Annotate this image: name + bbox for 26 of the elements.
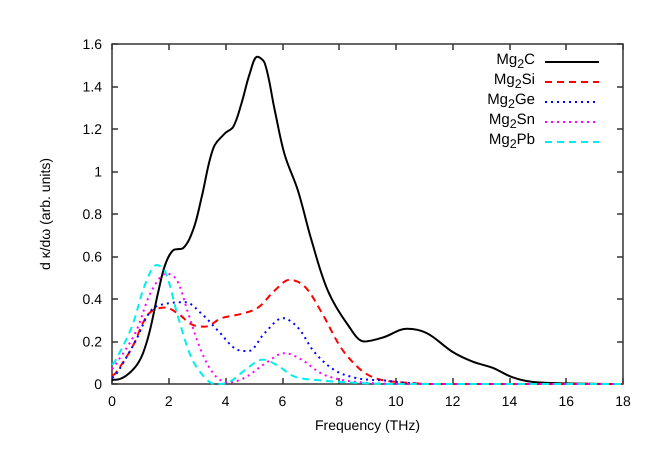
x-tick-label: 4 bbox=[222, 393, 230, 409]
legend-label: Mg$_{2}$Si bbox=[494, 71, 535, 92]
x-tick-label: 14 bbox=[502, 393, 518, 409]
x-tick-label: 18 bbox=[615, 393, 631, 409]
y-tick-label: 1.2 bbox=[82, 121, 102, 137]
x-tick-label: 10 bbox=[388, 393, 404, 409]
x-tick-label: 8 bbox=[335, 393, 344, 409]
y-tick-label: 1.6 bbox=[82, 36, 102, 52]
y-tick-label: 0.2 bbox=[82, 334, 102, 350]
y-tick-label: 1 bbox=[94, 164, 102, 180]
legend-label: Mg$_{2}$Pb bbox=[488, 131, 535, 152]
y-tick-label: 1.4 bbox=[82, 78, 102, 94]
x-axis-title: Frequency (THz) bbox=[314, 417, 420, 433]
legend-label: Mg$_{2}$C bbox=[496, 51, 535, 72]
y-tick-label: 0.6 bbox=[82, 248, 102, 264]
y-tick-label: 0.8 bbox=[82, 206, 102, 222]
legend-label: Mg$_{2}$Ge bbox=[487, 91, 535, 112]
x-tick-label: 16 bbox=[558, 393, 574, 409]
legend-label: Mg$_{2}$Sn bbox=[488, 111, 535, 132]
x-tick-label: 0 bbox=[108, 393, 116, 409]
x-tick-label: 2 bbox=[164, 393, 173, 409]
y-tick-label: 0 bbox=[94, 376, 102, 392]
x-tick-label: 6 bbox=[278, 393, 286, 409]
x-tick-label: 12 bbox=[444, 393, 461, 409]
y-tick-label: 0.4 bbox=[82, 291, 102, 307]
y-axis-title: d κ/dω (arb. units) bbox=[37, 158, 53, 270]
